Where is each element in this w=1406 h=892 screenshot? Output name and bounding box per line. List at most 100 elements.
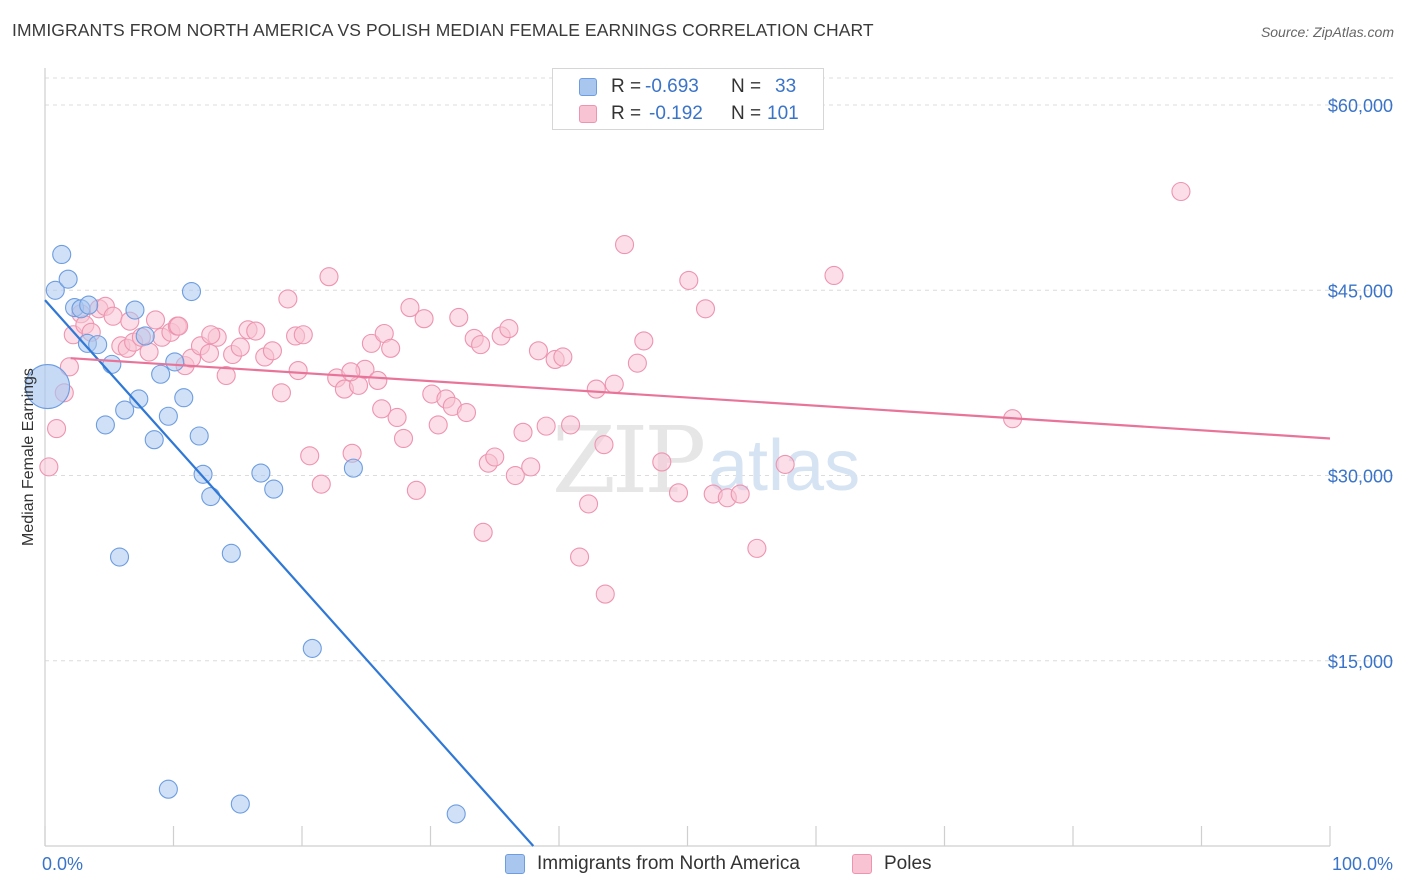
point-immigrants: [189, 426, 209, 446]
point-immigrants: [165, 352, 185, 372]
point-poles: [293, 325, 313, 345]
legend-r-value: -0.192: [649, 103, 703, 124]
point-poles: [428, 415, 448, 435]
legend-n-label: N =: [731, 76, 762, 97]
y-axis-label: Median Female Earnings: [20, 368, 37, 546]
point-poles: [473, 522, 493, 542]
point-poles: [614, 235, 635, 255]
point-poles: [393, 428, 414, 449]
point-poles: [139, 342, 159, 362]
point-immigrants: [158, 406, 178, 426]
point-poles: [513, 422, 533, 442]
point-immigrants: [45, 280, 65, 300]
legend-r-label: R =: [611, 103, 642, 124]
point-immigrants: [95, 415, 115, 435]
point-poles: [553, 347, 573, 367]
point-immigrants: [88, 335, 108, 355]
point-poles: [311, 474, 331, 494]
point-poles: [627, 353, 647, 373]
point-poles: [319, 267, 339, 287]
point-poles: [595, 584, 615, 604]
legend-n-value: 101: [767, 103, 799, 124]
point-poles: [485, 447, 505, 467]
legend-n-value: 33: [775, 76, 797, 97]
legend-swatch-immigrants: [579, 78, 597, 96]
chart-title: IMMIGRANTS FROM NORTH AMERICA VS POLISH …: [12, 20, 874, 40]
correlation-legend: R = -0.693 N = 33 R = -0.192 N = 101: [552, 68, 824, 130]
point-poles: [634, 331, 654, 351]
point-immigrants: [181, 281, 202, 302]
point-poles: [278, 289, 298, 309]
point-poles: [499, 319, 519, 339]
point-poles: [199, 343, 220, 363]
point-immigrants: [79, 295, 99, 315]
point-poles: [570, 547, 590, 567]
point-poles: [300, 446, 320, 466]
series-legend: Immigrants from North America Poles: [0, 852, 1406, 878]
point-poles: [169, 316, 189, 336]
point-immigrants: [264, 479, 284, 499]
point-poles: [449, 307, 469, 328]
point-immigrants: [25, 364, 71, 410]
legend-row-poles: R = -0.192 N = 101: [553, 100, 823, 128]
point-immigrants: [302, 638, 322, 658]
point-poles: [59, 357, 79, 377]
point-immigrants: [102, 354, 122, 374]
legend-swatch-immigrants: [505, 854, 525, 874]
legend-swatch-poles: [852, 854, 872, 874]
point-immigrants: [151, 364, 171, 384]
point-poles: [47, 419, 67, 439]
legend-swatch-poles: [579, 105, 597, 123]
point-poles: [400, 298, 420, 318]
y-tick-label: $30,000: [1328, 467, 1393, 487]
source-credit: Source: ZipAtlas.com: [1260, 24, 1394, 40]
point-poles: [201, 325, 221, 345]
y-tick-label: $15,000: [1328, 652, 1393, 672]
point-poles: [216, 365, 236, 386]
point-poles: [230, 337, 250, 357]
point-poles: [414, 309, 434, 329]
legend-n-label: N =: [731, 103, 762, 124]
point-immigrants: [343, 458, 363, 478]
point-poles: [361, 333, 381, 353]
point-poles: [1171, 181, 1191, 202]
point-poles: [288, 361, 308, 381]
point-immigrants: [135, 326, 155, 346]
y-tick-labels: $15,000 $30,000 $45,000 $60,000: [1328, 96, 1393, 672]
point-immigrants: [115, 400, 135, 420]
x-tick-label: 100.0%: [1332, 854, 1393, 874]
point-poles: [528, 341, 548, 361]
y-tick-label: $45,000: [1328, 281, 1393, 301]
point-immigrants: [144, 430, 164, 450]
point-poles: [456, 402, 477, 423]
point-poles: [271, 383, 291, 403]
x-tick-label: 0.0%: [42, 854, 83, 874]
point-immigrants: [129, 389, 149, 409]
point-poles: [747, 538, 767, 558]
point-poles: [381, 338, 401, 358]
point-poles: [521, 457, 541, 477]
point-poles: [604, 374, 624, 394]
legend-label-immigrants: Immigrants from North America: [537, 853, 800, 874]
trend-lines: [44, 299, 1331, 847]
point-poles: [730, 484, 750, 504]
point-poles: [262, 341, 282, 361]
legend-r-label: R =: [611, 76, 642, 97]
point-poles: [668, 483, 689, 503]
x-axis-ticks: [44, 826, 1331, 846]
point-immigrants: [251, 463, 271, 483]
point-poles: [372, 399, 392, 419]
legend-r-value: -0.693: [645, 76, 699, 97]
point-poles: [246, 321, 266, 341]
point-poles: [505, 465, 525, 486]
x-tick-labels: 0.0% 100.0%: [42, 854, 1393, 874]
point-poles: [775, 454, 795, 474]
point-poles: [586, 379, 606, 399]
point-poles: [341, 362, 361, 382]
point-poles: [695, 299, 716, 319]
point-poles: [652, 452, 672, 472]
point-immigrants: [58, 269, 78, 289]
point-immigrants: [201, 486, 221, 507]
point-immigrants: [446, 804, 466, 824]
